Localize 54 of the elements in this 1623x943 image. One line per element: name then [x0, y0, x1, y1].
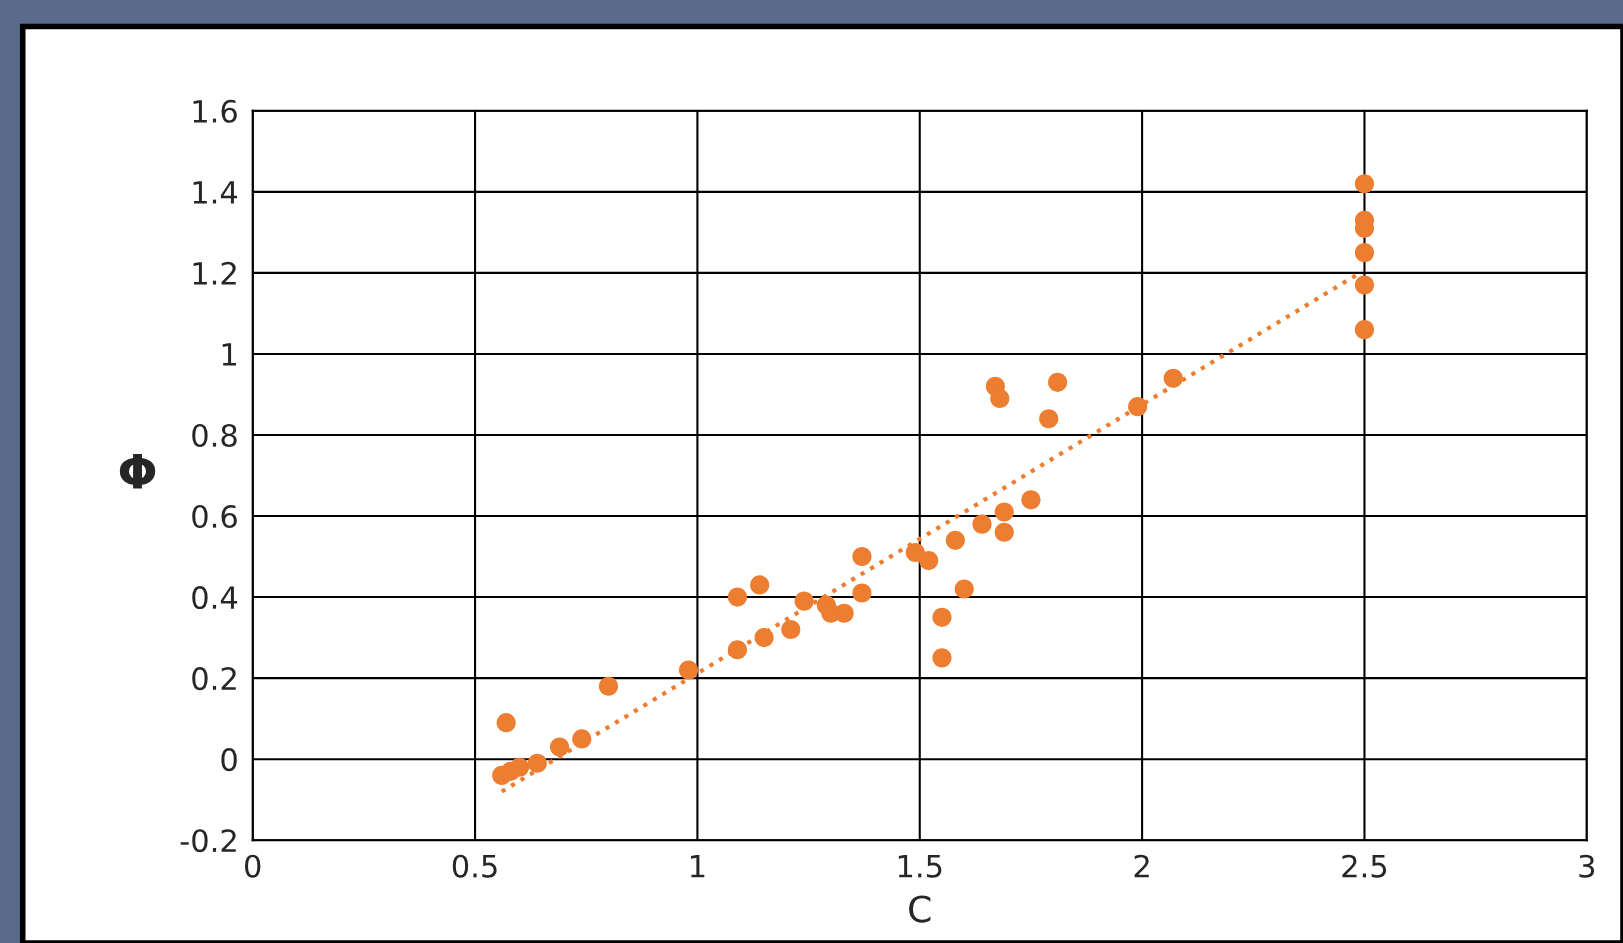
y-axis-title: Φ: [119, 454, 156, 489]
point: [1163, 368, 1183, 388]
point: [972, 514, 992, 534]
x-tick-label: 2: [1134, 854, 1149, 878]
x-tick-label: 3: [1579, 854, 1595, 878]
point: [994, 522, 1014, 542]
point: [750, 575, 770, 595]
y-tick-label: -0.2: [180, 829, 236, 853]
y-tick-label: 0: [221, 748, 237, 772]
y-tick-label: 1.2: [193, 261, 236, 285]
y-tick-label: 0.4: [192, 586, 238, 610]
point: [1128, 397, 1148, 417]
point: [727, 640, 747, 660]
point: [1354, 320, 1375, 340]
point: [1354, 174, 1375, 194]
point: [919, 551, 939, 571]
point: [852, 583, 872, 603]
y-tick-label: 0.8: [192, 423, 237, 448]
point: [727, 587, 747, 607]
x-axis-title: C: [909, 895, 931, 923]
point: [794, 591, 814, 611]
point: [598, 676, 619, 696]
point: [1021, 490, 1041, 510]
point: [994, 502, 1014, 522]
x-tick-label: 0: [245, 854, 261, 878]
point: [509, 757, 530, 777]
point: [905, 542, 925, 563]
y-tick-label: 0.6: [192, 504, 237, 529]
y-tick-label: 0.2: [192, 667, 236, 691]
x-tick-label: 1.5: [898, 855, 942, 878]
point: [527, 753, 547, 773]
point: [932, 607, 952, 627]
point: [1048, 372, 1068, 392]
point: [1039, 409, 1059, 429]
point: [990, 388, 1010, 409]
point: [932, 648, 952, 668]
y-tick-label: 1.6: [193, 99, 237, 123]
point: [754, 628, 774, 648]
point: [852, 546, 872, 567]
point: [572, 729, 592, 749]
x-tick-label: 2.5: [1342, 854, 1387, 878]
point: [1354, 275, 1375, 295]
point: [945, 530, 965, 550]
x-tick-label: 1: [691, 855, 705, 878]
point: [496, 713, 516, 733]
point: [1354, 243, 1375, 263]
x-tick-label: 0.5: [452, 854, 497, 878]
y-tick-label: 1.4: [193, 181, 238, 204]
point: [834, 603, 854, 623]
point: [549, 737, 570, 757]
point: [954, 579, 974, 599]
point: [781, 619, 801, 640]
y-tick-label: 1: [222, 343, 236, 366]
point: [678, 660, 699, 680]
